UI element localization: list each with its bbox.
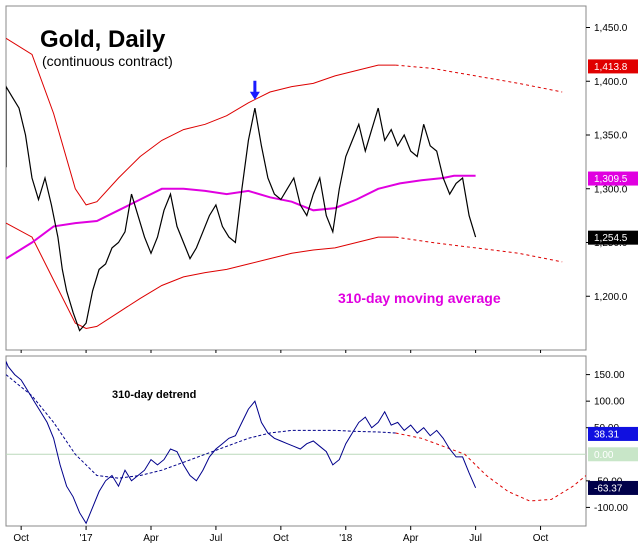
x-tick-label: Apr xyxy=(403,533,419,544)
moving-average-value-badge: 1,309.5 xyxy=(594,174,628,185)
detrend-blue-badge: 38.31 xyxy=(594,429,619,440)
chart-subtitle: (continuous contract) xyxy=(42,53,173,69)
upper-band-projection xyxy=(395,64,563,93)
top-panel-frame xyxy=(5,5,587,351)
detrend-line xyxy=(6,361,477,525)
axis-layer: 1,450.01,400.01,350.01,300.01,250.01,200… xyxy=(13,23,638,544)
y-tick-label: 1,300.0 xyxy=(594,184,628,195)
x-tick-label: '18 xyxy=(339,533,352,544)
last-price-badge: 1,254.5 xyxy=(594,233,628,244)
y-tick-label: 1,400.0 xyxy=(594,77,628,88)
detrend-last-badge: -63.37 xyxy=(594,483,623,494)
detrend-panel xyxy=(6,361,586,525)
y-tick-label: 1,450.0 xyxy=(594,23,628,34)
upper-band-value-badge: 1,413.8 xyxy=(594,62,628,73)
moving-average-line xyxy=(6,174,476,260)
bottom-panel-frame xyxy=(5,355,587,527)
price-line xyxy=(6,85,477,332)
detrend-y-tick-label: -100.00 xyxy=(594,503,628,514)
x-tick-label: Oct xyxy=(533,533,549,544)
last-price-badge-bg xyxy=(588,230,638,245)
y-tick-label: 1,200.0 xyxy=(594,292,628,303)
price-panel xyxy=(6,37,563,332)
upper-band-line xyxy=(6,37,396,206)
zero-badge-bg xyxy=(588,447,638,462)
zero-badge: 0.00 xyxy=(594,450,614,461)
cycle-line xyxy=(6,374,396,479)
x-tick-label: Jul xyxy=(210,533,223,544)
detrend-y-tick-label: 150.00 xyxy=(594,370,625,381)
detrend-blue-badge-bg xyxy=(588,426,638,441)
x-tick-label: Oct xyxy=(273,533,289,544)
peak-arrow-icon xyxy=(249,80,260,100)
cycle-projection xyxy=(395,432,586,502)
y-tick-label: 1,350.0 xyxy=(594,131,628,142)
detrend-last-badge-bg xyxy=(588,480,638,495)
x-tick-label: Oct xyxy=(13,533,29,544)
lower-band-projection xyxy=(395,236,563,263)
detrend-y-tick-label: 100.00 xyxy=(594,397,625,408)
detrend-annotation: 310-day detrend xyxy=(112,389,196,401)
moving-average-annotation: 310-day moving average xyxy=(338,290,501,306)
x-tick-label: '17 xyxy=(80,533,93,544)
upper-band-value-badge-bg xyxy=(588,59,638,74)
x-tick-label: Jul xyxy=(469,533,482,544)
x-tick-label: Apr xyxy=(143,533,159,544)
chart-title: Gold, Daily xyxy=(40,26,166,53)
moving-average-value-badge-bg xyxy=(588,171,638,186)
